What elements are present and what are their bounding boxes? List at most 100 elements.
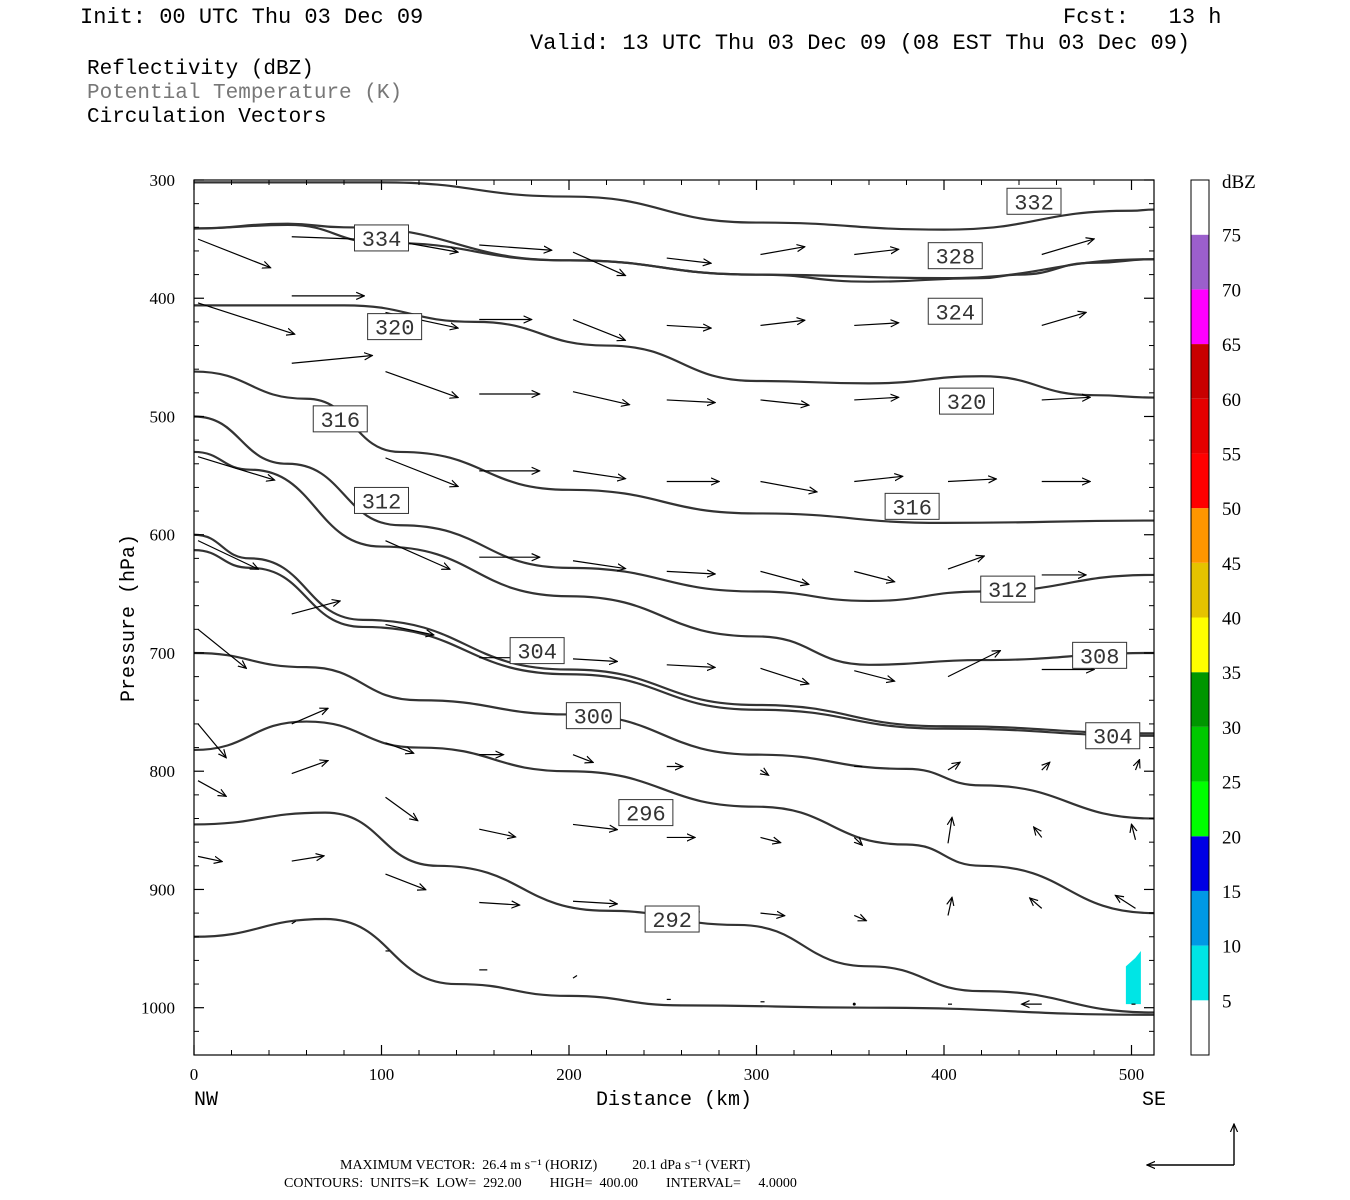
x-tick-label: 400 <box>931 1065 957 1084</box>
circulation-vector <box>572 251 625 275</box>
contour-label-292: 292 <box>644 905 700 934</box>
circulation-vector <box>854 837 862 845</box>
y-tick-label: 800 <box>150 762 176 781</box>
colorbar-level-label: 45 <box>1222 554 1241 575</box>
colorbar-frame <box>1190 179 1210 1056</box>
circulation-vector <box>1131 824 1135 840</box>
colorbar-level-label: 25 <box>1222 773 1241 794</box>
contour-label-312: 312 <box>980 575 1036 604</box>
theta-contour-320 <box>193 370 1155 525</box>
theta-contour-316 <box>193 415 1155 603</box>
circulation-vector <box>760 399 809 405</box>
contour-label-text: 296 <box>626 803 666 828</box>
contour-label-316: 316 <box>884 492 940 521</box>
colorbar-level-label: 60 <box>1222 390 1241 411</box>
circulation-vector <box>854 323 898 326</box>
circulation-vector <box>572 470 625 479</box>
circulation-vector <box>760 570 809 584</box>
colorbar-segment <box>1191 453 1209 509</box>
forecast-hour: Fcst: 13 h <box>1063 5 1222 30</box>
field-potential-temperature: Potential Temperature (K) <box>87 82 403 105</box>
circulation-vector <box>197 238 271 268</box>
colorbar-segment <box>1191 508 1209 563</box>
contour-label-text: 320 <box>375 317 415 342</box>
colorbar-segment <box>1191 234 1209 290</box>
circulation-vector <box>854 915 866 920</box>
circulation-vector <box>385 457 459 487</box>
circulation-vector <box>197 540 258 570</box>
y-tick-label: 700 <box>150 644 176 663</box>
circulation-vector <box>291 761 328 775</box>
circulation-vector <box>1136 760 1140 771</box>
circulation-vector <box>760 913 785 916</box>
colorbar-level-label: 75 <box>1222 226 1241 247</box>
y-tick-label: 500 <box>150 407 176 426</box>
circulation-vector <box>385 873 426 890</box>
colorbar-level-label: 10 <box>1222 937 1241 958</box>
colorbar-segment <box>1191 344 1209 399</box>
circulation-vector <box>572 823 617 829</box>
colorbar-segment <box>1191 836 1209 891</box>
circulation-vector <box>479 828 515 837</box>
circulation-vector <box>854 397 898 400</box>
circulation-vector <box>572 659 617 662</box>
contour-label-text: 324 <box>935 301 975 326</box>
plot-frame <box>193 179 1155 1056</box>
axes: 300 400 500 600 700 800 900 1000 0 100 200 300 400 50… <box>118 171 1166 1112</box>
circulation-vector <box>197 628 246 668</box>
contour-label-text: 308 <box>1080 645 1120 670</box>
circulation-vector <box>291 856 324 862</box>
colorbar-segment <box>1191 562 1209 618</box>
contour-label-text: 320 <box>947 391 987 416</box>
circulation-vector <box>385 742 414 753</box>
contour-label-text: 334 <box>362 228 402 253</box>
contour-label-text: 312 <box>988 579 1028 604</box>
circulation-vector <box>291 237 365 240</box>
reflectivity-layer <box>1125 950 1141 1005</box>
x-tick-label: 200 <box>556 1065 582 1084</box>
circulation-vector <box>1030 898 1043 909</box>
colorbar-level-label: 5 <box>1222 991 1232 1012</box>
circulation-vector <box>197 780 226 797</box>
maximum-vector-info: MAXIMUM VECTOR: 26.4 m s⁻¹ (HORIZ) 20.1 … <box>340 1158 751 1173</box>
y-tick-label: 1000 <box>141 999 175 1018</box>
contour-label-300: 300 <box>565 702 621 731</box>
circulation-vector <box>572 318 625 341</box>
colorbar-level-label: 70 <box>1222 280 1241 301</box>
circulation-vector <box>385 540 450 570</box>
colorbar-segment <box>1191 726 1209 782</box>
contour-info: CONTOURS: UNITS=K LOW= 292.00 HIGH= 400.… <box>284 1176 797 1191</box>
field-reflectivity: Reflectivity (dBZ) <box>87 58 314 81</box>
circulation-vector <box>479 902 519 905</box>
y-axis-label: Pressure (hPa) <box>118 534 141 702</box>
circulation-vector <box>291 355 373 364</box>
contour-label-328: 328 <box>927 242 983 271</box>
circulation-vector <box>854 570 894 581</box>
colorbar-segment <box>1191 945 1209 1001</box>
circulation-vector <box>291 920 297 925</box>
contour-label-text: 316 <box>320 409 360 434</box>
contour-label-text: 328 <box>935 246 975 271</box>
circulation-vector <box>666 325 711 328</box>
circulation-vector <box>291 708 328 725</box>
theta-contour-304 <box>193 651 1155 820</box>
circulation-vector <box>291 601 340 615</box>
contour-label-332: 332 <box>1006 187 1062 216</box>
y-tick-label: 900 <box>150 880 176 899</box>
circulation-vector <box>385 370 459 398</box>
circulation-vector <box>1041 239 1094 256</box>
circulation-vector <box>1115 895 1136 909</box>
circulation-vector <box>854 249 898 256</box>
contour-label-296: 296 <box>618 799 674 828</box>
theta-contour-308 <box>193 533 1155 735</box>
circulation-vector <box>760 667 809 684</box>
circulation-vector <box>948 817 952 844</box>
circulation-vector <box>947 479 996 482</box>
theta-contour-312 <box>193 450 1155 666</box>
contour-label-text: 332 <box>1014 191 1054 216</box>
colorbar-level-label: 40 <box>1222 609 1241 630</box>
valid-time: Valid: 13 UTC Thu 03 Dec 09 (08 EST Thu … <box>530 31 1191 56</box>
circulation-vector <box>852 1002 856 1006</box>
circulation-vectors <box>197 237 1140 1006</box>
